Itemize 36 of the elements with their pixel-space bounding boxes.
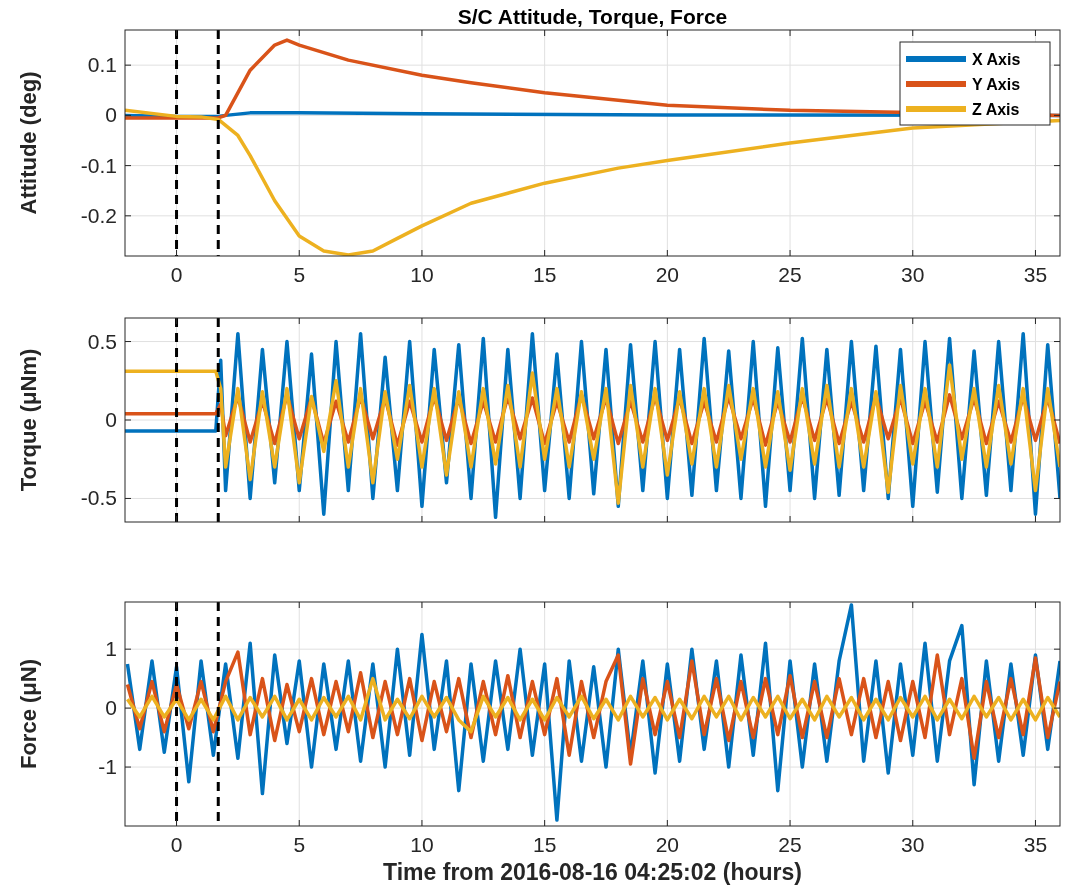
y-tick-label: 0.5	[87, 329, 117, 353]
y-tick-label: -0.1	[80, 153, 117, 177]
y-tick-label: 0	[105, 103, 117, 127]
y-axis-title: Force (μN)	[16, 658, 41, 770]
line-series	[125, 363, 1060, 505]
y-tick-label: -0.5	[80, 486, 117, 510]
x-tick-label: 25	[778, 833, 802, 856]
y-tick-label: -1	[98, 755, 117, 779]
legend-label: Y Axis	[972, 76, 1021, 93]
x-tick-label: 20	[655, 833, 680, 856]
y-axis-title: Attitude (deg)	[16, 71, 41, 215]
x-tick-label: 30	[901, 263, 925, 286]
y-axis-title: Torque (μNm)	[16, 348, 41, 492]
y-tick-label: 0.1	[87, 53, 117, 77]
x-tick-label: 10	[410, 263, 434, 286]
x-tick-label: 35	[1023, 263, 1048, 286]
chart-title: S/C Attitude, Torque, Force	[457, 5, 728, 28]
x-tick-label: 0	[170, 263, 183, 286]
x-tick-label: 5	[293, 263, 306, 286]
line-series	[125, 676, 1060, 734]
x-tick-label: 25	[778, 263, 802, 286]
x-tick-label: 30	[901, 833, 925, 856]
x-tick-label: 5	[293, 833, 306, 856]
legend-label: X Axis	[972, 51, 1021, 68]
y-tick-label: -0.2	[80, 203, 117, 227]
y-tick-label: 0	[105, 408, 117, 431]
legend-label: Z Axis	[972, 101, 1020, 118]
y-tick-label: 1	[105, 637, 117, 661]
x-tick-label: 15	[532, 833, 557, 856]
x-tick-label: 15	[532, 263, 557, 286]
x-axis-title: Time from 2016-08-16 04:25:02 (hours)	[383, 859, 802, 885]
y-tick-label: 0	[105, 696, 117, 720]
x-tick-label: 35	[1023, 833, 1048, 856]
x-tick-label: 10	[410, 833, 434, 856]
x-tick-label: 20	[655, 263, 680, 286]
x-tick-label: 0	[170, 833, 183, 856]
